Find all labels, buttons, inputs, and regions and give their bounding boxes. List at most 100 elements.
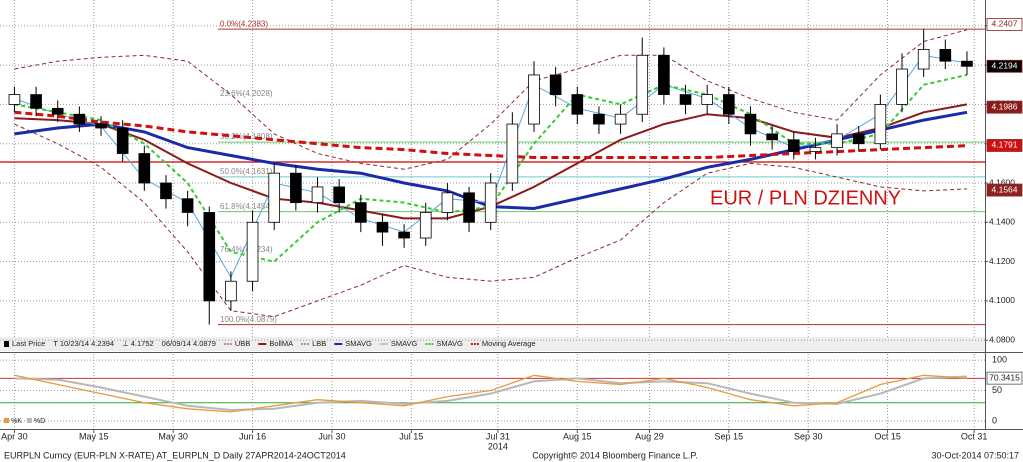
candle-body <box>593 113 605 125</box>
candle-body <box>333 186 345 204</box>
candle-body <box>679 94 692 105</box>
x-tick-label: Jul 31 <box>486 431 510 441</box>
price-label-box <box>986 59 1023 73</box>
price-label-box <box>986 139 1023 152</box>
candle-body <box>701 94 713 105</box>
fib-label: 76.4%(4.1234) <box>220 245 273 254</box>
footer-center: Copyright© 2014 Bloomberg Finance L.P. <box>532 450 698 460</box>
candle-body <box>484 182 497 223</box>
x-tick-label: Jun 30 <box>318 431 345 441</box>
series-line <box>14 110 968 159</box>
candle-body <box>852 133 865 145</box>
candle-body <box>225 280 237 302</box>
x-year-label: 2014 <box>488 441 508 451</box>
candle-body <box>636 54 649 115</box>
candle-body <box>181 198 194 213</box>
price-label-box <box>986 18 1023 31</box>
legend-label: SMAVG <box>345 339 372 348</box>
price-label-box <box>986 183 1023 197</box>
candle-body <box>30 94 42 109</box>
candle-body <box>441 192 454 213</box>
price-label: 4.1564 <box>992 184 1018 194</box>
candle-body <box>116 127 129 154</box>
osc-tick-label: 0 <box>992 415 997 425</box>
candle-body <box>73 113 86 125</box>
price-label: 4.2194 <box>992 61 1018 71</box>
candle-body <box>831 133 843 149</box>
x-tick-label: May 30 <box>158 431 188 441</box>
y-tick-label: 4.1400 <box>989 217 1015 227</box>
candle-body <box>658 54 670 95</box>
fib-label: 23.6%(4.2028) <box>220 89 273 98</box>
candle-body <box>917 49 930 70</box>
legend-label: 06/09/14 4.0879 <box>162 339 216 348</box>
osc-value-label: 70.3415 <box>989 372 1020 382</box>
legend-label: %D <box>34 418 45 425</box>
candle-body <box>463 192 475 223</box>
legend-label: BollMA <box>269 339 293 348</box>
fib-label: 61.8%(4.1454) <box>220 202 273 211</box>
legend-label: SMAVG <box>436 339 463 348</box>
candle-body <box>723 94 735 115</box>
candle-body <box>138 153 151 184</box>
legend-swatch <box>4 341 9 347</box>
y-tick-label: 4.0800 <box>989 334 1015 344</box>
candle-body <box>398 231 410 239</box>
price-label: 4.1791 <box>992 140 1018 150</box>
candle-body <box>744 113 757 135</box>
candle-body <box>160 182 172 200</box>
series-line <box>14 123 968 318</box>
legend-label: Moving Average <box>482 339 536 348</box>
x-tick-label: Jun 16 <box>239 431 266 441</box>
candle-body <box>95 123 107 129</box>
footer-left: EURPLN Curncy (EUR-PLN X-RATE) AT_EURPLN… <box>4 450 346 460</box>
candle-body <box>809 147 822 152</box>
osc-line <box>14 374 968 413</box>
x-tick-label: Apr 30 <box>1 431 28 441</box>
candle-body <box>419 212 432 239</box>
candle-body <box>549 74 562 95</box>
x-tick-label: Oct 31 <box>961 431 988 441</box>
footer-right: 30-Oct-2014 07:50:17 <box>931 450 1019 460</box>
price-label-box <box>986 100 1023 114</box>
legend-label: UBB <box>235 339 250 348</box>
fib-label: 0.0%(4.2383) <box>220 19 268 28</box>
candle-body <box>766 133 778 141</box>
candle-body <box>311 186 324 204</box>
annotation: EUR / PLN DZIENNY <box>710 187 901 209</box>
candle-body <box>268 172 281 223</box>
candle-body <box>874 104 887 145</box>
y-tick-label: 4.1000 <box>989 295 1015 305</box>
candle-body <box>203 212 216 302</box>
candle-body <box>506 123 519 184</box>
legend-label: Last Price <box>12 339 45 348</box>
osc-tick-label: 50 <box>992 385 1002 395</box>
candle-body <box>787 139 800 152</box>
x-tick-label: Sep 15 <box>715 431 744 441</box>
x-tick-label: Oct 15 <box>874 431 901 441</box>
series-line <box>14 29 968 170</box>
legend-label: ⊥ 4.1752 <box>122 339 154 348</box>
x-tick-label: May 15 <box>79 431 109 441</box>
x-tick-label: Sep 30 <box>794 431 823 441</box>
osc-line <box>14 375 968 412</box>
candle-body <box>290 172 302 204</box>
candle-body <box>614 113 627 125</box>
candle-body <box>528 74 540 125</box>
fib-label: 50.0%(4.1631) <box>220 167 273 176</box>
candle-body <box>939 49 952 62</box>
price-label: 4.2407 <box>992 19 1018 29</box>
candle-body <box>571 94 584 115</box>
candle-body <box>354 202 367 223</box>
x-tick-label: Jul 15 <box>399 431 423 441</box>
candle-body <box>896 68 908 105</box>
y-tick-label: 4.1200 <box>989 256 1015 266</box>
legend-label: %K <box>11 418 22 425</box>
candle-body <box>961 60 973 67</box>
y-tick-label: 4.1600 <box>989 177 1015 187</box>
osc-value-box <box>986 371 1023 385</box>
candle-body <box>246 221 259 282</box>
legend-swatch <box>4 418 9 423</box>
x-tick-label: Aug 15 <box>563 431 592 441</box>
